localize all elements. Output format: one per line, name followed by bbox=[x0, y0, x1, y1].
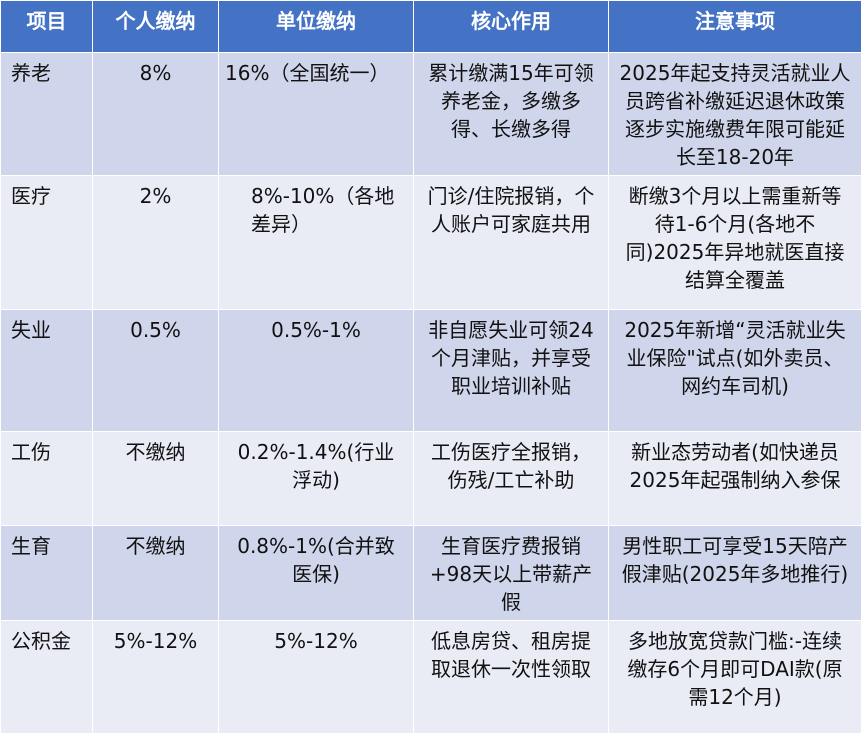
table-row: 养老 8% 16%（全国统一） 累计缴满15年可领养老金，多缴多得、长缴多得 2… bbox=[1, 53, 861, 176]
column-header-person: 个人缴纳 bbox=[93, 1, 219, 53]
cell-unit: 16%（全国统一） bbox=[219, 53, 414, 176]
cell-person: 2% bbox=[93, 176, 219, 310]
cell-item: 生育 bbox=[1, 526, 93, 621]
cell-core: 工伤医疗全报销，伤残/工亡补助 bbox=[414, 432, 609, 526]
table-header-row: 项目 个人缴纳 单位缴纳 核心作用 注意事项 bbox=[1, 1, 861, 53]
cell-unit: 0.2%-1.4%(行业浮动) bbox=[219, 432, 414, 526]
cell-item: 养老 bbox=[1, 53, 93, 176]
cell-core: 门诊/住院报销，个人账户可家庭共用 bbox=[414, 176, 609, 310]
cell-person: 0.5% bbox=[93, 310, 219, 432]
cell-core: 生育医疗费报销+98天以上带薪产假 bbox=[414, 526, 609, 621]
cell-unit: 5%-12% bbox=[219, 621, 414, 734]
cell-note: 男性职工可享受15天陪产假津贴(2025年多地推行) bbox=[609, 526, 861, 621]
cell-note: 断缴3个月以上需重新等待1-6个月(各地不同)2025年异地就医直接结算全覆盖 bbox=[609, 176, 861, 310]
cell-person: 不缴纳 bbox=[93, 526, 219, 621]
cell-core: 低息房贷、租房提取退休一次性领取 bbox=[414, 621, 609, 734]
cell-core: 非自愿失业可领24个月津贴，并享受职业培训补贴 bbox=[414, 310, 609, 432]
table-row: 医疗 2% 8%-10%（各地差异） 门诊/住院报销，个人账户可家庭共用 断缴3… bbox=[1, 176, 861, 310]
cell-note: 2025年新增“灵活就业失业保险"试点(如外卖员、网约车司机) bbox=[609, 310, 861, 432]
cell-note: 新业态劳动者(如快递员2025年起强制纳入参保 bbox=[609, 432, 861, 526]
cell-note: 2025年起支持灵活就业人员跨省补缴延迟退休政策逐步实施缴费年限可能延长至18-… bbox=[609, 53, 861, 176]
cell-item: 医疗 bbox=[1, 176, 93, 310]
cell-note: 多地放宽贷款门槛:-连续缴存6个月即可DAI款(原需12个月) bbox=[609, 621, 861, 734]
cell-unit: 0.8%-1%(合并致医保) bbox=[219, 526, 414, 621]
cell-item: 工伤 bbox=[1, 432, 93, 526]
column-header-unit: 单位缴纳 bbox=[219, 1, 414, 53]
table-row: 公积金 5%-12% 5%-12% 低息房贷、租房提取退休一次性领取 多地放宽贷… bbox=[1, 621, 861, 734]
table-row: 失业 0.5% 0.5%-1% 非自愿失业可领24个月津贴，并享受职业培训补贴 … bbox=[1, 310, 861, 432]
column-header-core: 核心作用 bbox=[414, 1, 609, 53]
column-header-item: 项目 bbox=[1, 1, 93, 53]
table-row: 工伤 不缴纳 0.2%-1.4%(行业浮动) 工伤医疗全报销，伤残/工亡补助 新… bbox=[1, 432, 861, 526]
cell-item: 失业 bbox=[1, 310, 93, 432]
cell-item: 公积金 bbox=[1, 621, 93, 734]
cell-core: 累计缴满15年可领养老金，多缴多得、长缴多得 bbox=[414, 53, 609, 176]
cell-person: 8% bbox=[93, 53, 219, 176]
cell-unit: 0.5%-1% bbox=[219, 310, 414, 432]
column-header-note: 注意事项 bbox=[609, 1, 861, 53]
cell-unit: 8%-10%（各地差异） bbox=[219, 176, 414, 310]
cell-person: 5%-12% bbox=[93, 621, 219, 734]
cell-person: 不缴纳 bbox=[93, 432, 219, 526]
table-row: 生育 不缴纳 0.8%-1%(合并致医保) 生育医疗费报销+98天以上带薪产假 … bbox=[1, 526, 861, 621]
